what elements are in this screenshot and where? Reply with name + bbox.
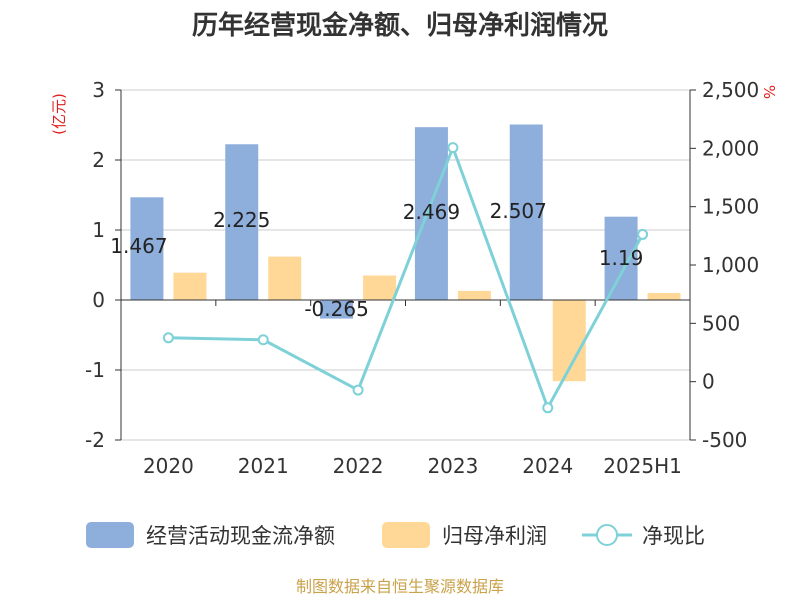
left-axis-unit: (亿元) [50,93,68,135]
left-axis-tick-label: 1 [92,218,105,242]
line-point-cash-ratio [637,228,649,240]
x-axis-tick-label: 2024 [522,454,573,478]
right-axis-tick-label: 0 [702,370,715,394]
legend-label-cash-ratio: 净现比 [642,524,705,548]
right-axis-tick-label: 2,500 [702,78,759,102]
right-axis-tick-label: 500 [702,311,740,335]
bar-net-profit [647,293,681,300]
source-note: 制图数据来自恒生聚源数据库 [296,577,504,596]
bar-net-profit [268,256,302,300]
right-axis-tick-label: 1,000 [702,253,759,277]
bar-operating-cashflow [225,144,259,300]
left-axis-tick-label: 3 [92,78,105,102]
line-point-cash-ratio [352,384,364,396]
x-axis-tick-label: 2020 [143,454,194,478]
x-axis-tick-label: 2025H1 [603,454,682,478]
line-point-cash-ratio [257,334,269,346]
legend-marker-cash-ratio [596,524,618,546]
right-axis-tick-label: 2,000 [702,136,759,160]
line-cash-ratio [168,143,644,412]
data-label-operating-cashflow: 2.225 [213,208,270,232]
bar-operating-cashflow [320,300,354,319]
legend-label-operating-cashflow: 经营活动现金流净额 [146,524,335,548]
line-point-cash-ratio [162,332,174,344]
left-axis-tick-label: -2 [85,428,105,452]
right-axis-tick-label: -500 [702,428,747,452]
left-axis-tick-label: -1 [85,358,105,382]
x-axis-tick-label: 2023 [427,454,478,478]
data-label-operating-cashflow: -0.265 [304,297,368,321]
legend-label-net-profit: 归母净利润 [442,524,547,548]
bar-operating-cashflow [509,124,543,300]
data-label-operating-cashflow: 1.19 [599,246,644,270]
line-point-cash-ratio [542,402,554,414]
data-label-operating-cashflow: 2.507 [490,199,547,223]
line-point-cash-ratio [447,142,459,154]
bar-net-profit [457,290,491,300]
bar-operating-cashflow [414,127,448,300]
legend-swatch-net-profit [382,522,430,548]
bar-operating-cashflow [604,216,638,300]
left-axis-tick-label: 0 [92,288,105,312]
chart-title: 历年经营现金净额、归母净利润情况 [192,10,608,41]
left-axis-tick-label: 2 [92,148,105,172]
data-label-operating-cashflow: 1.467 [110,234,167,258]
x-axis-tick-label: 2021 [238,454,289,478]
bar-net-profit [173,272,207,300]
bar-operating-cashflow [130,197,164,300]
right-axis-unit: % [760,85,778,99]
x-axis-tick-label: 2022 [333,454,384,478]
data-label-operating-cashflow: 2.469 [403,200,460,224]
right-axis-tick-label: 1,500 [702,195,759,219]
legend-swatch-operating-cashflow [86,522,134,548]
bar-net-profit [363,275,397,300]
